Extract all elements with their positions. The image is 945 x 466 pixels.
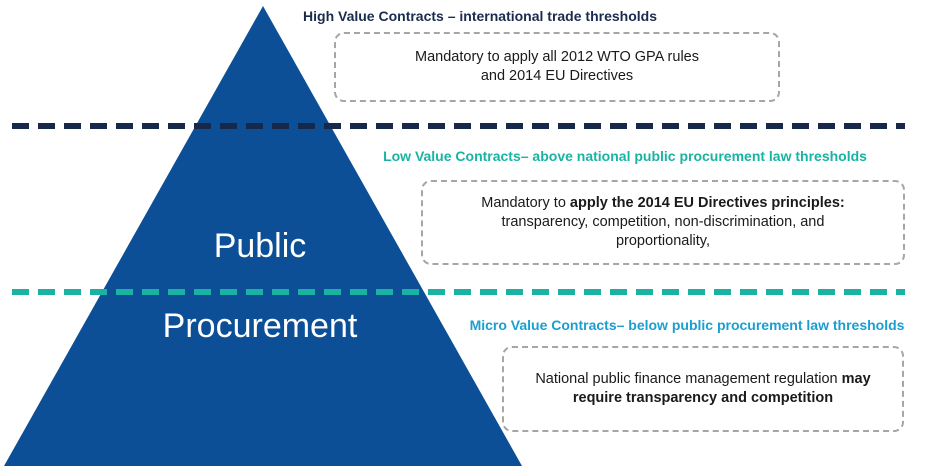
low-value-box-bold: apply the 2014 EU Directives principles:	[569, 195, 845, 211]
high-value-heading: High Value Contracts – international tra…	[303, 8, 657, 24]
low-value-box-line3: proportionality,	[615, 233, 710, 249]
low-value-box: Mandatory to apply the 2014 EU Directive…	[421, 180, 905, 265]
micro-value-heading: Micro Value Contracts– below public proc…	[469, 317, 905, 333]
high-value-box-line2: and 2014 EU Directives	[480, 68, 634, 84]
pyramid-label-procurement: Procurement	[162, 307, 358, 345]
high-value-box: Mandatory to apply all 2012 WTO GPA rule…	[334, 32, 780, 102]
micro-value-box-bold1: may	[841, 371, 871, 387]
micro-value-box-prefix: National public finance management regul…	[535, 371, 842, 387]
pyramid-triangle	[4, 6, 522, 466]
micro-value-box: National public finance management regul…	[502, 346, 904, 432]
low-value-box-prefix: Mandatory to	[481, 195, 570, 211]
high-value-box-line1: Mandatory to apply all 2012 WTO GPA rule…	[415, 49, 699, 65]
low-value-heading: Low Value Contracts– above national publ…	[383, 148, 867, 164]
low-value-box-line2: transparency, competition, non-discrimin…	[501, 214, 825, 230]
pyramid-label-public: Public	[213, 227, 307, 265]
micro-value-box-bold2: require transparency and competition	[572, 390, 834, 406]
